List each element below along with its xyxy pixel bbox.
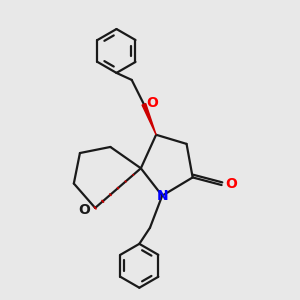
Text: O: O — [78, 203, 90, 217]
Text: N: N — [157, 189, 169, 203]
Polygon shape — [142, 103, 156, 135]
Text: O: O — [225, 176, 237, 190]
Text: O: O — [146, 96, 158, 110]
